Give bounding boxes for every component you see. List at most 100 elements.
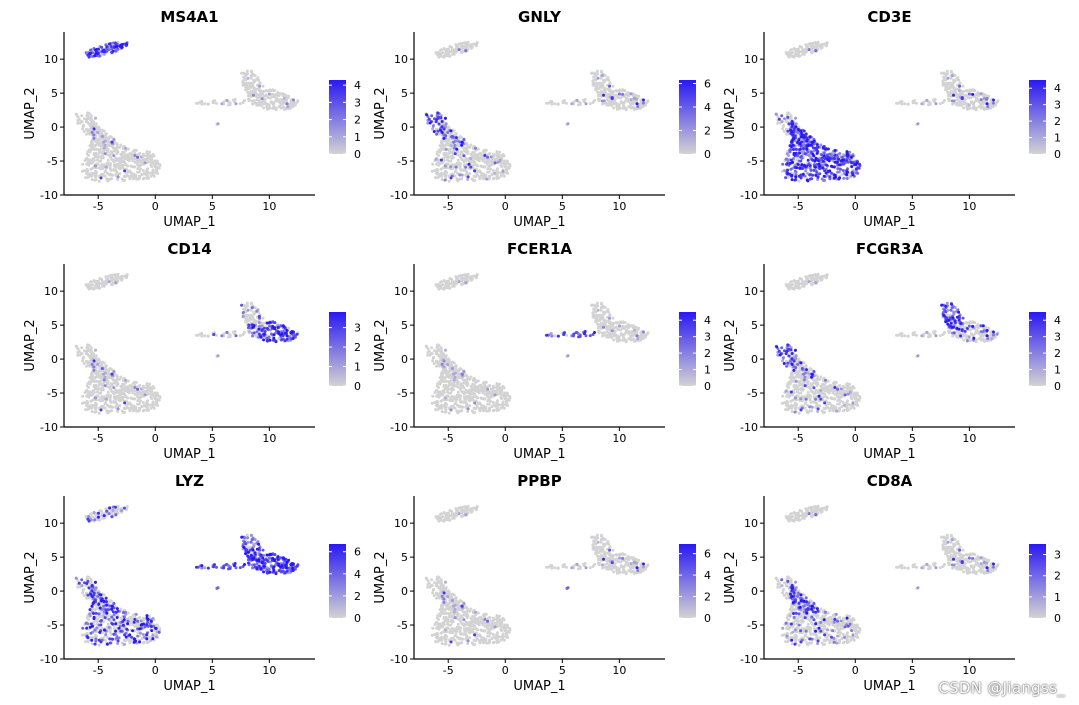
cell-point	[488, 384, 492, 387]
cell-point	[131, 381, 135, 385]
cell-point	[123, 401, 127, 405]
cell-point	[94, 151, 98, 155]
cell-point	[234, 102, 238, 106]
cell-point	[438, 150, 442, 154]
cell-point	[472, 386, 476, 390]
cell-point	[810, 140, 814, 144]
cell-point	[81, 162, 85, 166]
cell-point	[109, 135, 113, 139]
cell-point	[599, 76, 603, 80]
cell-point	[449, 391, 453, 395]
cell-point	[86, 393, 90, 397]
cell-point	[139, 391, 143, 395]
cell-point	[425, 113, 429, 117]
cell-point	[93, 48, 97, 52]
cell-point	[442, 151, 446, 155]
cell-point	[104, 169, 108, 172]
cell-point	[136, 399, 140, 403]
cell-point	[121, 150, 125, 154]
cell-point	[77, 117, 81, 121]
cell-point	[485, 160, 489, 164]
cell-point	[90, 178, 94, 182]
cell-point	[105, 277, 109, 281]
cell-point	[466, 145, 470, 149]
cell-point	[280, 338, 284, 341]
cell-point	[253, 89, 257, 93]
cell-point	[470, 277, 474, 281]
cell-point	[138, 384, 142, 387]
cell-point	[154, 396, 158, 399]
cell-point	[435, 404, 439, 408]
cell-point	[94, 396, 97, 400]
cell-point	[575, 98, 579, 102]
cell-point	[498, 171, 502, 175]
cell-point	[139, 399, 142, 403]
cell-point	[84, 120, 88, 124]
cell-point	[455, 45, 459, 49]
cell-point	[86, 117, 90, 120]
cell-point	[494, 404, 498, 408]
cell-point	[805, 138, 809, 142]
cell-point	[815, 170, 819, 174]
cell-point	[806, 150, 810, 154]
cell-point	[603, 74, 607, 77]
cell-point	[284, 99, 288, 103]
cell-point	[449, 155, 453, 158]
cell-point	[242, 307, 246, 311]
cell-point	[248, 84, 252, 88]
cell-point	[273, 321, 277, 325]
cell-point	[102, 146, 106, 150]
cell-point	[474, 379, 478, 383]
cell-point	[482, 406, 486, 410]
cell-point	[268, 338, 272, 342]
cell-point	[823, 178, 826, 182]
cell-point	[811, 173, 815, 177]
cell-point	[437, 132, 441, 136]
cell-point	[231, 98, 235, 102]
cell-point	[82, 362, 86, 365]
cell-point	[137, 402, 141, 406]
cell-point	[986, 105, 990, 109]
cell-point	[104, 364, 108, 368]
cell-point	[255, 77, 259, 81]
cell-point	[103, 384, 107, 388]
cell-point	[215, 101, 218, 105]
cell-point	[464, 49, 468, 53]
cell-point	[269, 100, 273, 104]
cell-point	[502, 392, 506, 396]
cell-point	[437, 344, 441, 348]
cell-point	[99, 408, 103, 412]
cell-point	[265, 339, 269, 343]
cell-point	[440, 130, 444, 134]
cell-point	[794, 147, 798, 151]
legend-tick-label: 4	[1054, 82, 1061, 95]
cell-point	[851, 173, 855, 177]
cell-point	[206, 102, 210, 106]
cell-point	[946, 94, 950, 98]
cell-point	[469, 157, 473, 160]
y-axis-label: UMAP_2	[23, 87, 38, 139]
cell-point	[282, 107, 286, 111]
cell-point	[845, 159, 849, 163]
cell-point	[825, 163, 829, 167]
cell-point	[112, 386, 116, 390]
cell-point	[803, 49, 806, 53]
cell-point	[780, 114, 784, 118]
cell-point	[116, 175, 120, 179]
cell-point	[94, 147, 98, 151]
cell-point	[265, 327, 269, 330]
cell-point	[497, 408, 500, 412]
legend-colorbar	[679, 80, 696, 154]
cell-point	[476, 405, 479, 409]
cell-point	[824, 171, 828, 175]
cell-point	[915, 101, 918, 105]
cell-point	[262, 106, 266, 110]
cell-point	[114, 41, 117, 45]
cell-point	[462, 381, 466, 385]
x-tick-label: 0	[152, 200, 159, 213]
cell-point	[804, 169, 808, 172]
cell-points	[774, 40, 1000, 183]
legend-tick-label: 3	[354, 322, 361, 335]
x-tick-label: 5	[209, 200, 216, 213]
cell-point	[264, 89, 268, 92]
